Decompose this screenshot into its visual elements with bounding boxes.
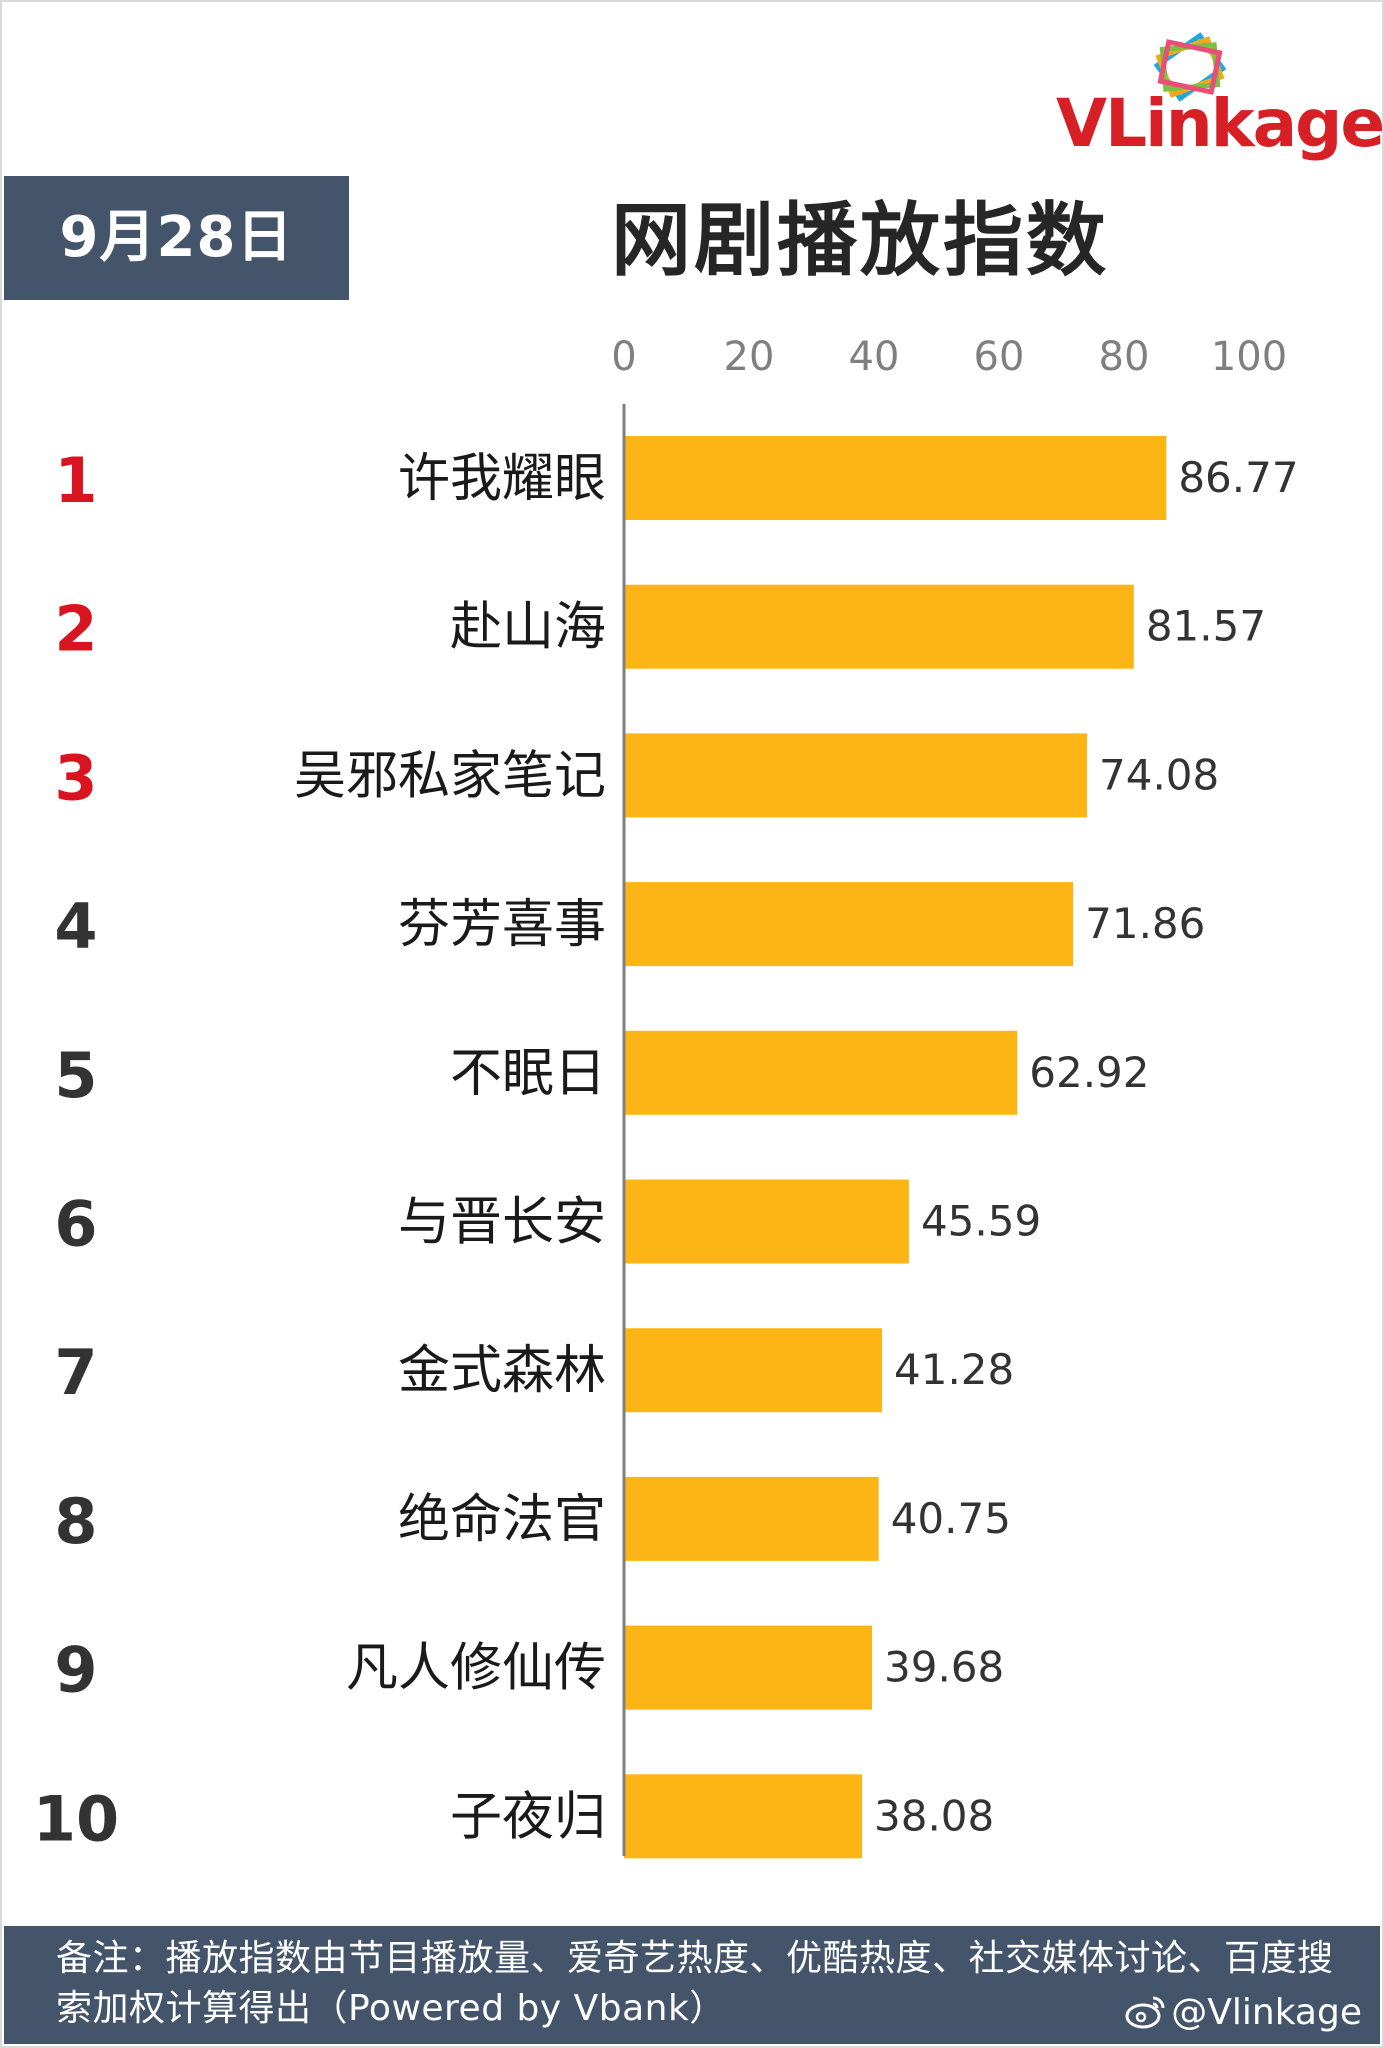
value-label: 86.77 xyxy=(1178,453,1298,502)
bar xyxy=(624,436,1167,520)
rank-number: 8 xyxy=(54,1485,97,1558)
logo-text: VLinkage xyxy=(1056,85,1384,162)
bar xyxy=(624,1179,909,1264)
x-tick-label: 60 xyxy=(974,334,1025,380)
weibo-icon xyxy=(1125,1996,1165,2029)
x-tick-label: 100 xyxy=(1211,334,1287,380)
value-label: 45.59 xyxy=(921,1197,1041,1246)
x-tick-label: 40 xyxy=(849,334,900,380)
category-label: 许我耀眼 xyxy=(398,449,606,509)
rank-number: 2 xyxy=(54,593,97,666)
rank-number: 5 xyxy=(54,1039,97,1112)
category-label: 子夜归 xyxy=(450,1787,606,1847)
value-label: 39.68 xyxy=(884,1643,1004,1692)
value-label: 71.86 xyxy=(1085,899,1205,948)
rank-number: 4 xyxy=(54,890,97,963)
rank-number: 9 xyxy=(54,1634,97,1707)
value-label: 40.75 xyxy=(891,1494,1011,1543)
category-label: 凡人修仙传 xyxy=(346,1639,606,1699)
category-label: 金式森林 xyxy=(398,1341,606,1401)
category-label: 不眠日 xyxy=(450,1044,606,1104)
category-label: 与晋长安 xyxy=(398,1193,606,1253)
weibo-watermark: @Vlinkage xyxy=(1125,1988,1362,2038)
category-label: 赴山海 xyxy=(450,598,606,658)
value-label: 74.08 xyxy=(1099,750,1219,799)
vlinkage-logo: VLinkage xyxy=(1050,22,1384,162)
rank-number: 7 xyxy=(54,1336,97,1409)
bar-chart: 0 20 40 60 80 100 86.77 许我耀眼 1 81.57 赴山海 2 74.08 吴邪私家… xyxy=(0,300,1384,1900)
bar xyxy=(624,882,1074,967)
bar xyxy=(624,1774,862,1859)
category-label: 芬芳喜事 xyxy=(398,895,606,955)
bar-chart-svg: 0 20 40 60 80 100 86.77 许我耀眼 1 81.57 赴山海 2 74.08 吴邪私家… xyxy=(33,334,1299,1859)
watermark-text: @Vlinkage xyxy=(1171,1992,1362,2033)
chart-title: 网剧播放指数 xyxy=(611,194,1109,287)
bar xyxy=(624,584,1134,669)
x-tick-label: 0 xyxy=(611,334,636,380)
value-label: 81.57 xyxy=(1146,602,1266,651)
rank-number: 1 xyxy=(54,444,97,517)
logo-frames-icon xyxy=(1153,32,1227,102)
footer-note-bar: 备注：播放指数由节目播放量、爱奇艺热度、优酷热度、社交媒体讨论、百度搜索加权计算… xyxy=(4,1926,1380,2044)
x-tick-label: 80 xyxy=(1099,334,1150,380)
rank-number: 6 xyxy=(54,1188,97,1261)
category-label: 吴邪私家笔记 xyxy=(294,746,606,806)
bar xyxy=(624,733,1087,818)
bar xyxy=(624,1476,879,1561)
value-label: 38.08 xyxy=(874,1791,994,1840)
category-label: 绝命法官 xyxy=(398,1490,606,1550)
value-label: 62.92 xyxy=(1029,1048,1149,1097)
date-label: 9月28日 xyxy=(4,176,349,300)
rank-number: 3 xyxy=(54,741,97,814)
rank-number: 10 xyxy=(33,1782,119,1855)
bar xyxy=(624,1030,1018,1115)
x-tick-label: 20 xyxy=(724,334,775,380)
footer-note: 备注：播放指数由节目播放量、爱奇艺热度、优酷热度、社交媒体讨论、百度搜索加权计算… xyxy=(56,1938,1334,2029)
bar xyxy=(624,1625,872,1710)
value-label: 41.28 xyxy=(894,1345,1014,1394)
bar xyxy=(624,1328,882,1413)
